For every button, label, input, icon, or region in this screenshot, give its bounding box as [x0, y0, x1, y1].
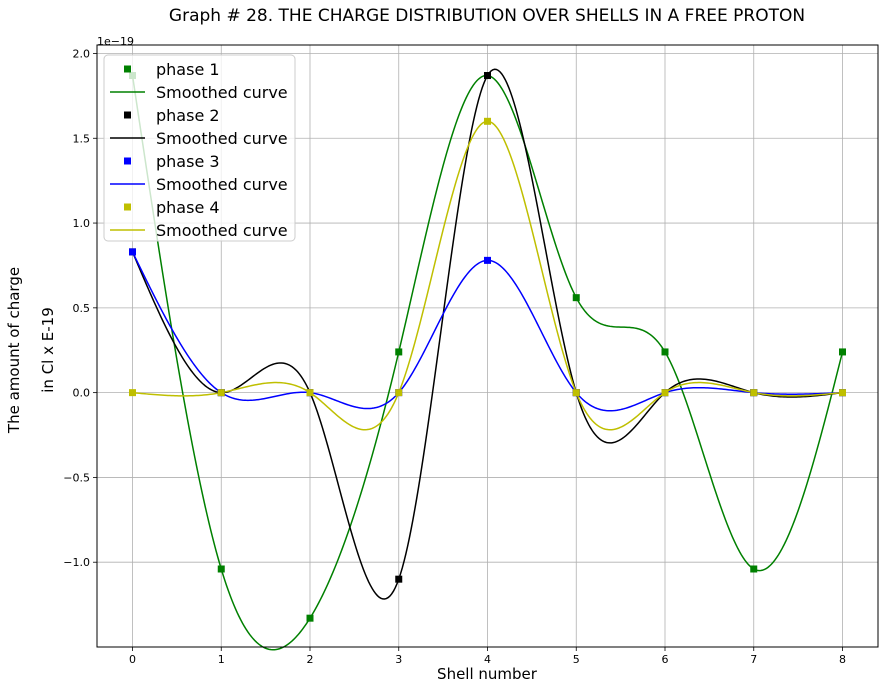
data-point-phase-3	[484, 256, 491, 264]
x-tick-label: 3	[395, 653, 402, 666]
legend-label-curve-4: Smoothed curve	[156, 221, 288, 240]
data-point-phase-1	[217, 565, 225, 573]
legend-label-curve-2: Smoothed curve	[156, 129, 288, 148]
data-point-phase-4	[217, 389, 225, 397]
y-tick-label: −0.5	[63, 471, 90, 484]
legend-marker-4	[124, 203, 131, 211]
legend-marker-3	[124, 157, 131, 165]
legend-marker-1	[124, 65, 131, 73]
data-point-phase-4	[129, 389, 136, 397]
data-point-phase-1	[839, 348, 846, 356]
legend-label-phase-2: phase 2	[156, 106, 220, 125]
x-tick-label: 1	[218, 653, 225, 666]
y-axis-label-line2: in Cl x E-19	[39, 307, 57, 392]
y-tick-label: 1.5	[73, 132, 91, 145]
y-tick-label: 0.5	[73, 302, 91, 315]
y-multiplier: 1e−19	[97, 35, 134, 48]
data-point-phase-1	[661, 348, 669, 356]
data-point-phase-1	[572, 294, 580, 302]
x-tick-label: 7	[750, 653, 757, 666]
x-tick-label: 5	[573, 653, 580, 666]
legend-label-phase-4: phase 4	[156, 198, 220, 217]
y-tick-label: −1.0	[63, 556, 90, 569]
legend-label-phase-3: phase 3	[156, 152, 220, 171]
legend-box	[103, 54, 296, 242]
legend-label-curve-3: Smoothed curve	[156, 175, 288, 194]
y-axis-label-line1: The amount of charge	[5, 267, 23, 434]
x-tick-label: 0	[129, 653, 136, 666]
x-tick-label: 6	[662, 653, 669, 666]
legend-label-phase-1: phase 1	[156, 60, 220, 79]
data-point-phase-4	[839, 389, 846, 397]
y-tick-label: 1.0	[73, 217, 91, 230]
x-axis-label: Shell number	[437, 665, 538, 683]
x-tick-label: 2	[307, 653, 314, 666]
x-tick-label: 8	[839, 653, 846, 666]
data-point-phase-4	[572, 389, 580, 397]
legend-marker-2	[124, 111, 131, 119]
data-point-phase-4	[395, 389, 403, 397]
data-point-phase-4	[750, 389, 758, 397]
data-point-phase-4	[661, 389, 669, 397]
data-point-phase-4	[306, 389, 314, 397]
data-point-phase-3	[129, 248, 136, 256]
data-point-phase-2	[484, 72, 491, 80]
legend: phase 1 Smoothed curve phase 2 Smoothed cur…	[103, 54, 296, 242]
data-point-phase-2	[395, 575, 403, 583]
legend-label-curve-1: Smoothed curve	[156, 83, 288, 102]
chart-title: Graph # 28. THE CHARGE DISTRIBUTION OVER…	[169, 6, 805, 26]
data-point-phase-1	[750, 565, 758, 573]
y-tick-label: 2.0	[73, 47, 91, 60]
data-point-phase-1	[395, 348, 403, 356]
data-point-phase-4	[484, 117, 491, 125]
x-axis: 0 1 2 3 4 5 6 7 8	[129, 647, 846, 666]
data-point-phase-1	[306, 614, 314, 622]
y-tick-label: 0.0	[73, 387, 91, 400]
y-axis: −1.0 −0.5 0.0 0.5 1.0 1.5 2.0	[63, 47, 97, 569]
x-tick-label: 4	[484, 653, 491, 666]
